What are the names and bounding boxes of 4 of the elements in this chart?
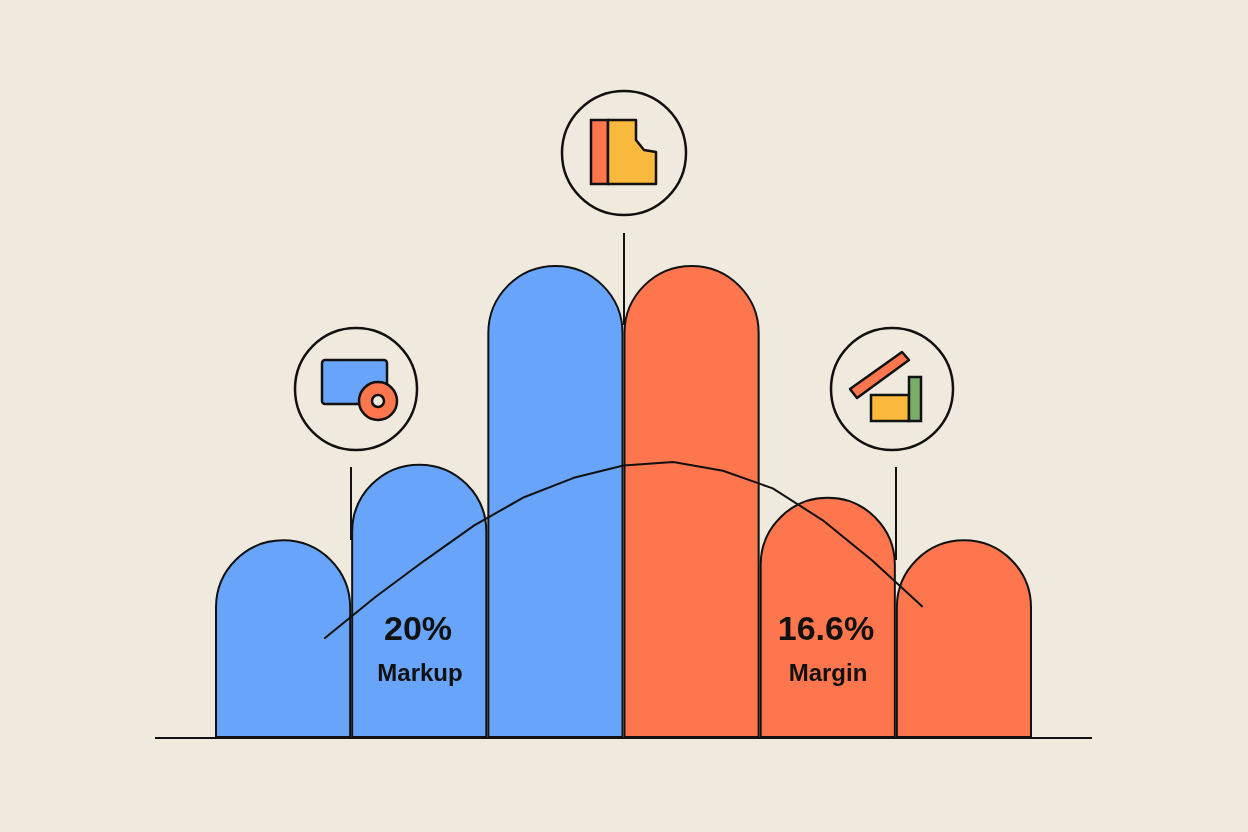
annotation: 16.6% (777, 609, 875, 647)
annotation: Markup (377, 658, 463, 686)
annotation: Margin (788, 658, 868, 686)
annotation: 20% (383, 609, 453, 647)
